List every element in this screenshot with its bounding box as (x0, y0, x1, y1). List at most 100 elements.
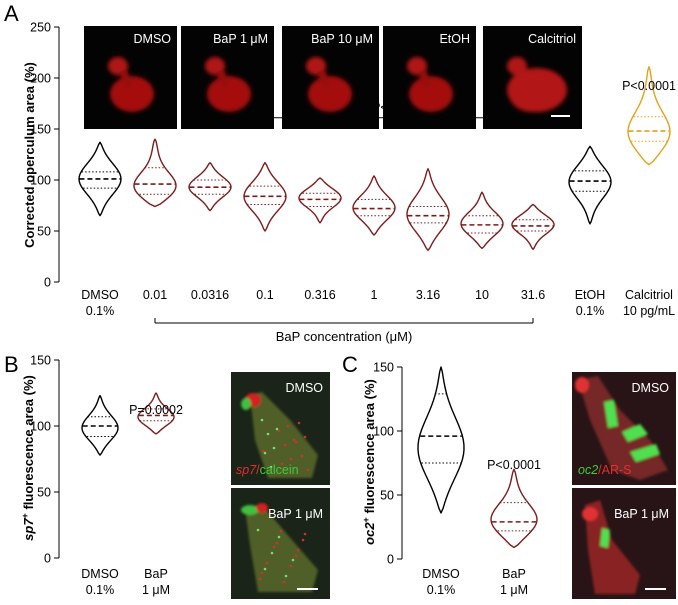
panel-a-group-label: BaP concentration (μM) (276, 329, 413, 344)
panel-b-inset-legend-part-2: calcein (260, 463, 299, 477)
panel-a-inset-label-4: Calcitriol (528, 32, 576, 46)
panel-b-inset-red-1 (256, 503, 268, 513)
panel-a-image-insets: DMSO BaP 1 μM BaP 10 μM EtOH Calcitriol (84, 26, 582, 129)
panel-a-inset-label-0: DMSO (134, 32, 172, 46)
panel-a-inset-cell-4 (507, 57, 567, 112)
panel-c-inset-label-0: DMSO (632, 381, 670, 395)
panel-a-inset-cell-neck-1 (216, 69, 230, 89)
panel-b-pvalue: P=0.0002 (129, 403, 183, 417)
panel-a-inset-cell-neck-2 (317, 69, 331, 89)
panel-b-inset-dot-0-14 (306, 468, 310, 472)
panel-b-inset-dot-1-8 (258, 577, 262, 581)
panel-b-inset-dot-0-10 (286, 424, 290, 428)
panel-a-inset-cell-neck-0 (119, 69, 133, 89)
panel-c-inset-cell-0 (575, 376, 668, 480)
panel-b-inset-legend-part-0: sp7 (236, 463, 257, 477)
panel-c-y-tick-label-0: 0 (387, 553, 394, 567)
panel-a-x-tick-label-6-0: 3.16 (416, 288, 440, 302)
panel-a-inset-cell-head-2 (306, 57, 326, 75)
panel-a-inset-cell-body-0 (110, 76, 154, 112)
panel-letter-b: B (4, 352, 19, 377)
panel-a-inset-cell-head-1 (205, 57, 225, 75)
panel-b-inset-dot-1-7 (289, 564, 293, 568)
panel-b-inset-dot-1-2 (294, 554, 298, 558)
panel-b-inset-dot-0-3 (263, 451, 267, 455)
panel-c-y-tick-label-100: 100 (373, 425, 394, 439)
panel-a-inset-label-3: EtOH (439, 32, 470, 46)
panel-c-inset-green-b (622, 424, 648, 442)
panel-b-inset-dot-0-4 (280, 462, 284, 466)
panel-b-inset-dot-0-5 (297, 421, 301, 425)
panel-b-inset-dot-1-10 (296, 548, 300, 552)
panel-a-y-tick-label-0: 0 (44, 276, 51, 290)
panel-b-image-insets: DMSO sp7/calcein BaP 1 μM (231, 372, 330, 599)
panel-a-x-tick-label-9-1: 0.1% (576, 304, 605, 318)
panel-b-inset-dot-0-0 (260, 418, 264, 422)
panel-b-inset-dot-1-3 (263, 567, 267, 571)
panel-c-y-label-sup: + (361, 517, 371, 522)
panel-a-inset-cell-head-0 (108, 57, 128, 75)
panel-c-inset-green-a (604, 400, 618, 428)
panel-a-x-tick-label-1-0: 0.01 (143, 288, 167, 302)
violin-4 (298, 177, 342, 224)
panel-a-y-tick-label-250: 250 (30, 21, 51, 35)
panel-b-y-label-italic: sp7 (21, 518, 36, 541)
panel-a-x-tick-label-3-0: 0.1 (256, 288, 273, 302)
panel-c-y-axis-label: oc2+ fluorescence area (%) (361, 379, 377, 545)
panel-c-y-label-italic: oc2 (362, 522, 377, 545)
panel-a-x-tick-label-9-0: EtOH (575, 288, 606, 302)
panel-c-inset-label-1: BaP 1 μM (614, 507, 669, 521)
panel-c-inset-green-c (630, 444, 660, 462)
panel-c-chart: 0 50 100 150 oc2+ fluorescence area (%) DMSO 0… (361, 361, 541, 598)
panel-a-y-tick-label-100: 100 (30, 174, 51, 188)
panel-c-inset-legend-part-0: oc2 (578, 463, 598, 477)
panel-a-inset-cell-body-2 (308, 76, 352, 112)
panel-b-inset-dot-0-1 (277, 429, 281, 433)
violin-0 (78, 141, 122, 217)
panel-c-x-tick-label-1-1: 1 μM (500, 583, 528, 597)
panel-c-y-tick-label-50: 50 (380, 489, 394, 503)
panel-b-inset-dot-1-15 (291, 558, 295, 562)
panel-letter-a: A (4, 1, 19, 26)
panel-b-inset-cell-body-1 (245, 505, 318, 592)
violin-1 (133, 138, 177, 208)
panel-a-y-tick-label-200: 200 (30, 72, 51, 86)
panel-c-inset-red-1 (582, 507, 598, 521)
panel-a-inset-cell-head-3 (407, 57, 427, 75)
panel-a-y-axis-label: Corrected operculum area (%) (22, 62, 37, 248)
panel-c-y-tick-label-150: 150 (373, 361, 394, 375)
panel-b-y-axis-label: sp7+ fluorescence area (%) (20, 375, 36, 541)
panel-b-inset-legend: sp7/calcein (236, 463, 299, 477)
panel-c-inset-legend-part-1: / (598, 463, 602, 477)
panel-a-inset-cell-3 (407, 57, 453, 112)
panel-b-inset-dot-0-8 (300, 454, 304, 458)
violin-6 (406, 168, 450, 252)
violin-2 (188, 161, 232, 212)
panel-b-y-label-rest: fluorescence area (%) (21, 375, 36, 513)
panel-b-y-tick-label-100: 100 (30, 420, 51, 434)
violin-8 (511, 203, 555, 251)
panel-a-inset-cell-2 (306, 57, 352, 112)
panel-b-inset-cell-1 (241, 503, 318, 592)
panel-a-y-tick-label-150: 150 (30, 123, 51, 137)
panel-b-inset-dot-1-6 (270, 551, 274, 555)
panel-c-inset-green-1 (600, 528, 610, 548)
panel-b-inset-dot-0-12 (272, 446, 276, 450)
panel-b-inset-dot-1-9 (277, 535, 281, 539)
violin-5 (352, 175, 396, 236)
panel-a-inset-label-1: BaP 1 μM (213, 32, 268, 46)
violin-0 (417, 366, 465, 514)
panel-c-inset-legend: oc2/AR-S (578, 463, 632, 477)
panel-c-pvalue: P<0.0001 (487, 458, 541, 472)
panel-a-y-tick-label-50: 50 (37, 225, 51, 239)
panel-b-y-tick-label-150: 150 (30, 354, 51, 368)
violin-1 (137, 392, 175, 435)
panel-a-x-tick-label-7-0: 10 (475, 288, 489, 302)
panel-b-inset-dot-0-2 (294, 440, 298, 444)
panel-a-x-tick-label-10-0: Calcitriol (625, 288, 673, 302)
panel-b-y-tick-label-0: 0 (44, 552, 51, 566)
violin-1 (490, 468, 538, 549)
panel-a-x-tick-label-4-0: 0.316 (304, 288, 335, 302)
panel-a-x-tick-label-0-1: 0.1% (86, 304, 115, 318)
panel-c-x-tick-label-0-1: 0.1% (427, 583, 456, 597)
